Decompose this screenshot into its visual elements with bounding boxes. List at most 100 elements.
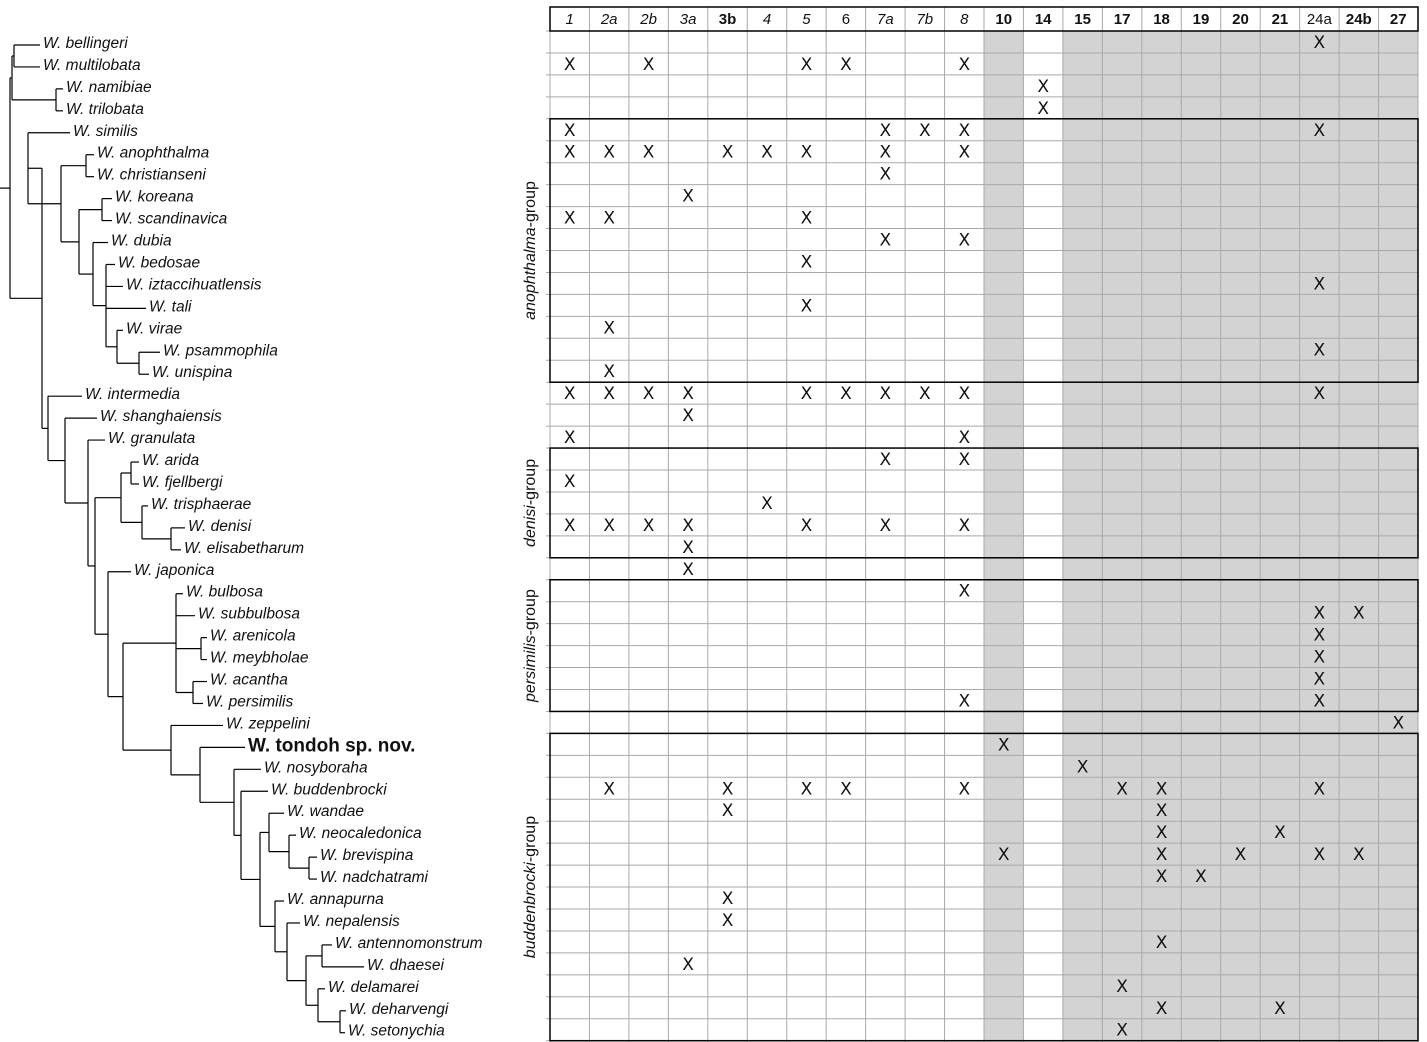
mark-w-buddenbrocki-8: X: [958, 779, 970, 799]
column-label-7a: 7a: [877, 11, 894, 28]
mark-w-tondoh-sp-nov-10: X: [998, 735, 1010, 755]
mark-w-fjellbergi-1: X: [564, 472, 576, 492]
taxon-label-w-arenicola: W. arenicola: [210, 628, 296, 645]
mark-w-multilobata-6: X: [840, 55, 852, 75]
column-label-27: 27: [1390, 11, 1407, 28]
mark-w-bellingeri-24a: X: [1314, 33, 1326, 53]
mark-w-elisabetharum-3a: X: [682, 538, 694, 558]
taxon-label-w-bedosae: W. bedosae: [118, 254, 201, 271]
taxon-label-w-denisi: W. denisi: [188, 518, 252, 535]
group-suffix: -group: [522, 589, 539, 635]
column-label-5: 5: [802, 11, 811, 28]
mark-w-intermedia-1: X: [564, 384, 576, 404]
mark-w-multilobata-2b: X: [643, 55, 655, 75]
taxon-label-w-annapurna: W. annapurna: [287, 891, 384, 908]
mark-w-antennomonstrum-18: X: [1156, 933, 1168, 953]
taxon-label-w-antennomonstrum: W. antennomonstrum: [335, 935, 483, 952]
mark-w-japonica-3a: X: [682, 560, 694, 580]
taxon-label-w-neocaledonica: W. neocaledonica: [299, 825, 422, 842]
mark-w-trisphaerae-4: X: [761, 494, 773, 514]
mark-w-dubia-7a: X: [880, 231, 892, 251]
mark-w-similis-7a: X: [880, 121, 892, 141]
mark-w-scandinavica-2a: X: [603, 209, 615, 229]
mark-w-psammophila-24a: X: [1314, 340, 1326, 360]
mark-w-brevispina-18: X: [1156, 845, 1168, 865]
mark-w-anophthalma-5: X: [801, 143, 813, 163]
mark-w-buddenbrocki-2a: X: [603, 779, 615, 799]
taxon-label-w-dhaesei: W. dhaesei: [367, 957, 445, 974]
column-label-1: 1: [566, 11, 574, 28]
mark-w-bulbosa-8: X: [958, 582, 970, 602]
group-suffix: -group: [522, 459, 539, 505]
mark-w-delamarei-17: X: [1116, 977, 1128, 997]
mark-w-similis-24a: X: [1314, 121, 1326, 141]
mark-w-brevispina-20: X: [1235, 845, 1247, 865]
column-label-10: 10: [995, 11, 1012, 28]
taxon-label-w-anophthalma: W. anophthalma: [97, 145, 210, 162]
group-name: denisi: [522, 505, 539, 547]
mark-w-buddenbrocki-18: X: [1156, 779, 1168, 799]
group-suffix: -group: [522, 816, 539, 862]
taxon-label-w-japonica: W. japonica: [134, 562, 215, 579]
character-grid: [546, 7, 1419, 1042]
mark-w-anophthalma-1: X: [564, 143, 576, 163]
mark-w-meybholae-24a: X: [1314, 648, 1326, 668]
mark-w-acantha-24a: X: [1314, 670, 1326, 690]
group-labels: anophthalma-groupdenisi-grouppersimilis-…: [522, 181, 539, 958]
cladogram: [0, 44, 364, 1034]
group-label-buddenbrocki: buddenbrocki-group: [522, 816, 539, 958]
taxon-label-w-acantha: W. acantha: [210, 672, 288, 689]
column-label-4: 4: [763, 11, 771, 28]
taxon-label-w-brevispina: W. brevispina: [320, 847, 414, 864]
mark-w-intermedia-7b: X: [919, 384, 931, 404]
taxon-label-w-tondoh-sp-nov: W. tondoh sp. nov.: [248, 735, 415, 756]
taxon-label-w-multilobata: W. multilobata: [43, 57, 141, 74]
mark-w-wandae-18: X: [1156, 801, 1168, 821]
taxon-label-w-trisphaerae: W. trisphaerae: [151, 496, 252, 513]
mark-w-scandinavica-5: X: [801, 209, 813, 229]
mark-w-nadchatrami-18: X: [1156, 867, 1168, 887]
column-label-6: 6: [842, 11, 850, 28]
mark-w-shanghaiensis-3a: X: [682, 406, 694, 426]
character-marks: X X X X X X X X X X X X X X X X X X X X X X X X X X X X X X X X X X X X X X X X…: [564, 33, 1405, 1041]
taxon-label-w-zeppelini: W. zeppelini: [226, 715, 310, 732]
column-label-3b: 3b: [719, 11, 737, 28]
taxon-label-w-arida: W. arida: [142, 452, 200, 469]
taxon-label-w-setonychia: W. setonychia: [348, 1023, 445, 1040]
column-label-2b: 2b: [639, 11, 657, 28]
mark-w-buddenbrocki-6: X: [840, 779, 852, 799]
taxon-label-w-buddenbrocki: W. buddenbrocki: [271, 781, 387, 798]
group-name: buddenbrocki: [522, 862, 539, 959]
mark-w-tali-5: X: [801, 296, 813, 316]
mark-w-bedosae-5: X: [801, 252, 813, 272]
taxon-label-w-elisabetharum: W. elisabetharum: [184, 540, 304, 557]
mark-w-buddenbrocki-3b: X: [722, 779, 734, 799]
mark-w-similis-7b: X: [919, 121, 931, 141]
mark-w-anophthalma-7a: X: [880, 143, 892, 163]
taxon-label-w-psammophila: W. psammophila: [163, 342, 278, 359]
mark-w-virae-2a: X: [603, 318, 615, 338]
taxon-label-w-trilobata: W. trilobata: [66, 101, 144, 118]
mark-w-setonychia-17: X: [1116, 1021, 1128, 1041]
column-header-row: 1 2a 2b 3a 3b 4 5 6 7a 7b 8 10 14 15 17 18 19 20 21 24a 24b 2…: [549, 6, 1419, 32]
group-suffix: -group: [522, 181, 539, 227]
mark-w-namibiae-14: X: [1037, 77, 1049, 97]
column-label-18: 18: [1153, 11, 1170, 28]
mark-w-brevispina-24b: X: [1353, 845, 1365, 865]
mark-w-similis-1: X: [564, 121, 576, 141]
column-label-2a: 2a: [600, 11, 618, 28]
taxon-label-w-nepalensis: W. nepalensis: [303, 913, 400, 930]
taxon-label-w-unispina: W. unispina: [152, 364, 233, 381]
mark-w-anophthalma-4: X: [761, 143, 773, 163]
mark-w-arida-7a: X: [880, 450, 892, 470]
column-label-7b: 7b: [916, 11, 933, 28]
mark-w-persimilis-8: X: [958, 691, 970, 711]
taxon-label-w-bulbosa: W. bulbosa: [186, 584, 263, 601]
mark-w-dubia-8: X: [958, 231, 970, 251]
column-label-24b: 24b: [1346, 11, 1372, 28]
mark-w-persimilis-24a: X: [1314, 691, 1326, 711]
mark-w-buddenbrocki-17: X: [1116, 779, 1128, 799]
column-label-19: 19: [1193, 11, 1210, 28]
group-name: anophthalma: [522, 227, 539, 320]
column-label-21: 21: [1272, 11, 1289, 28]
